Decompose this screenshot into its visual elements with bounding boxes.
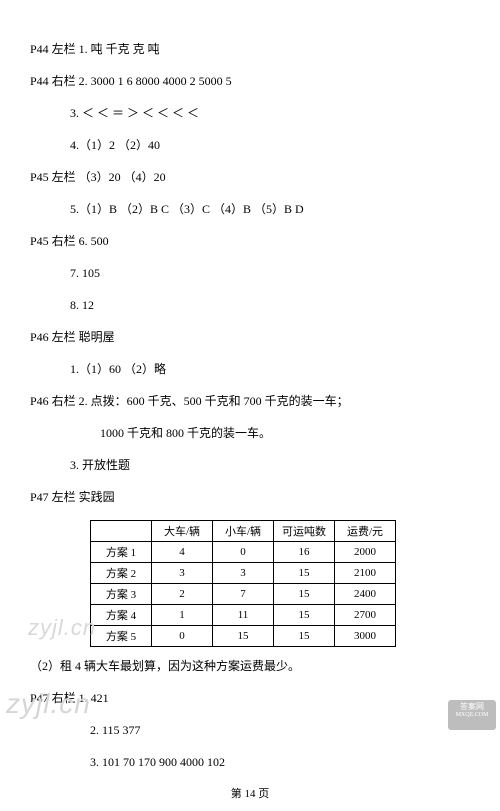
table-cell: 方案 5	[91, 626, 152, 647]
text-line: 1.（1）60 （2）略	[30, 360, 470, 378]
table-cell: 3	[152, 563, 213, 584]
table-cell: 2	[152, 584, 213, 605]
table-header: 运费/元	[335, 521, 396, 542]
text-line: P44 右栏 2. 3000 1 6 8000 4000 2 5000 5	[30, 72, 470, 90]
text-line: P47 左栏 实践园	[30, 488, 470, 506]
table-cell: 15	[274, 605, 335, 626]
table-cell: 2700	[335, 605, 396, 626]
table-row: 方案 4 1 11 15 2700	[91, 605, 396, 626]
table-cell: 1	[152, 605, 213, 626]
text-line: 8. 12	[30, 296, 470, 314]
table-cell: 4	[152, 542, 213, 563]
document-content: P44 左栏 1. 吨 千克 克 吨 P44 右栏 2. 3000 1 6 80…	[0, 0, 500, 811]
watermark-main: 答案网	[460, 702, 484, 711]
table-header: 可运吨数	[274, 521, 335, 542]
table-header: 大车/辆	[152, 521, 213, 542]
text-line: 3. ＜ ＜ ＝ ＞ ＜ ＜ ＜ ＜	[30, 104, 470, 122]
table-cell: 0	[152, 626, 213, 647]
watermark-badge: 答案网 MXQE.COM	[448, 700, 496, 730]
table-row: 方案 2 3 3 15 2100	[91, 563, 396, 584]
table-cell: 方案 3	[91, 584, 152, 605]
text-line: P45 右栏 6. 500	[30, 232, 470, 250]
text-line: 2. 115 377	[30, 721, 470, 739]
table-cell: 方案 2	[91, 563, 152, 584]
table-cell: 15	[274, 626, 335, 647]
text-line: 5.（1）B （2）B C （3）C （4）B （5）B D	[30, 200, 470, 218]
table-cell: 15	[274, 563, 335, 584]
table-row: 方案 1 4 0 16 2000	[91, 542, 396, 563]
table-cell: 方案 1	[91, 542, 152, 563]
text-line: （2）租 4 辆大车最划算，因为这种方案运费最少。	[30, 657, 470, 675]
table-cell: 2400	[335, 584, 396, 605]
table-cell: 方案 4	[91, 605, 152, 626]
table-header	[91, 521, 152, 542]
table-cell: 0	[213, 542, 274, 563]
text-line: 1000 千克和 800 千克的装一车。	[30, 424, 470, 442]
text-line: 3. 101 70 170 900 4000 102	[30, 753, 470, 771]
text-line: 7. 105	[30, 264, 470, 282]
table-header-row: 大车/辆 小车/辆 可运吨数 运费/元	[91, 521, 396, 542]
plan-table: 大车/辆 小车/辆 可运吨数 运费/元 方案 1 4 0 16 2000 方案 …	[90, 520, 396, 647]
table-cell: 15	[213, 626, 274, 647]
text-line: P44 左栏 1. 吨 千克 克 吨	[30, 40, 470, 58]
table-cell: 7	[213, 584, 274, 605]
text-line: P46 右栏 2. 点拨：600 千克、500 千克和 700 千克的装一车；	[30, 392, 470, 410]
table-cell: 2000	[335, 542, 396, 563]
table-cell: 11	[213, 605, 274, 626]
text-line: 4.（1）2 （2）40	[30, 136, 470, 154]
watermark-sub: MXQE.COM	[448, 712, 496, 719]
text-line: 3. 开放性题	[30, 456, 470, 474]
table-cell: 15	[274, 584, 335, 605]
table-cell: 16	[274, 542, 335, 563]
text-line: P47 右栏 1. 421	[30, 689, 470, 707]
text-line: P46 左栏 聪明屋	[30, 328, 470, 346]
table-cell: 3	[213, 563, 274, 584]
table-row: 方案 3 2 7 15 2400	[91, 584, 396, 605]
text-line: P45 左栏 （3）20 （4）20	[30, 168, 470, 186]
table-cell: 2100	[335, 563, 396, 584]
table-cell: 3000	[335, 626, 396, 647]
page-number: 第 14 页	[30, 785, 470, 801]
table-header: 小车/辆	[213, 521, 274, 542]
table-row: 方案 5 0 15 15 3000	[91, 626, 396, 647]
